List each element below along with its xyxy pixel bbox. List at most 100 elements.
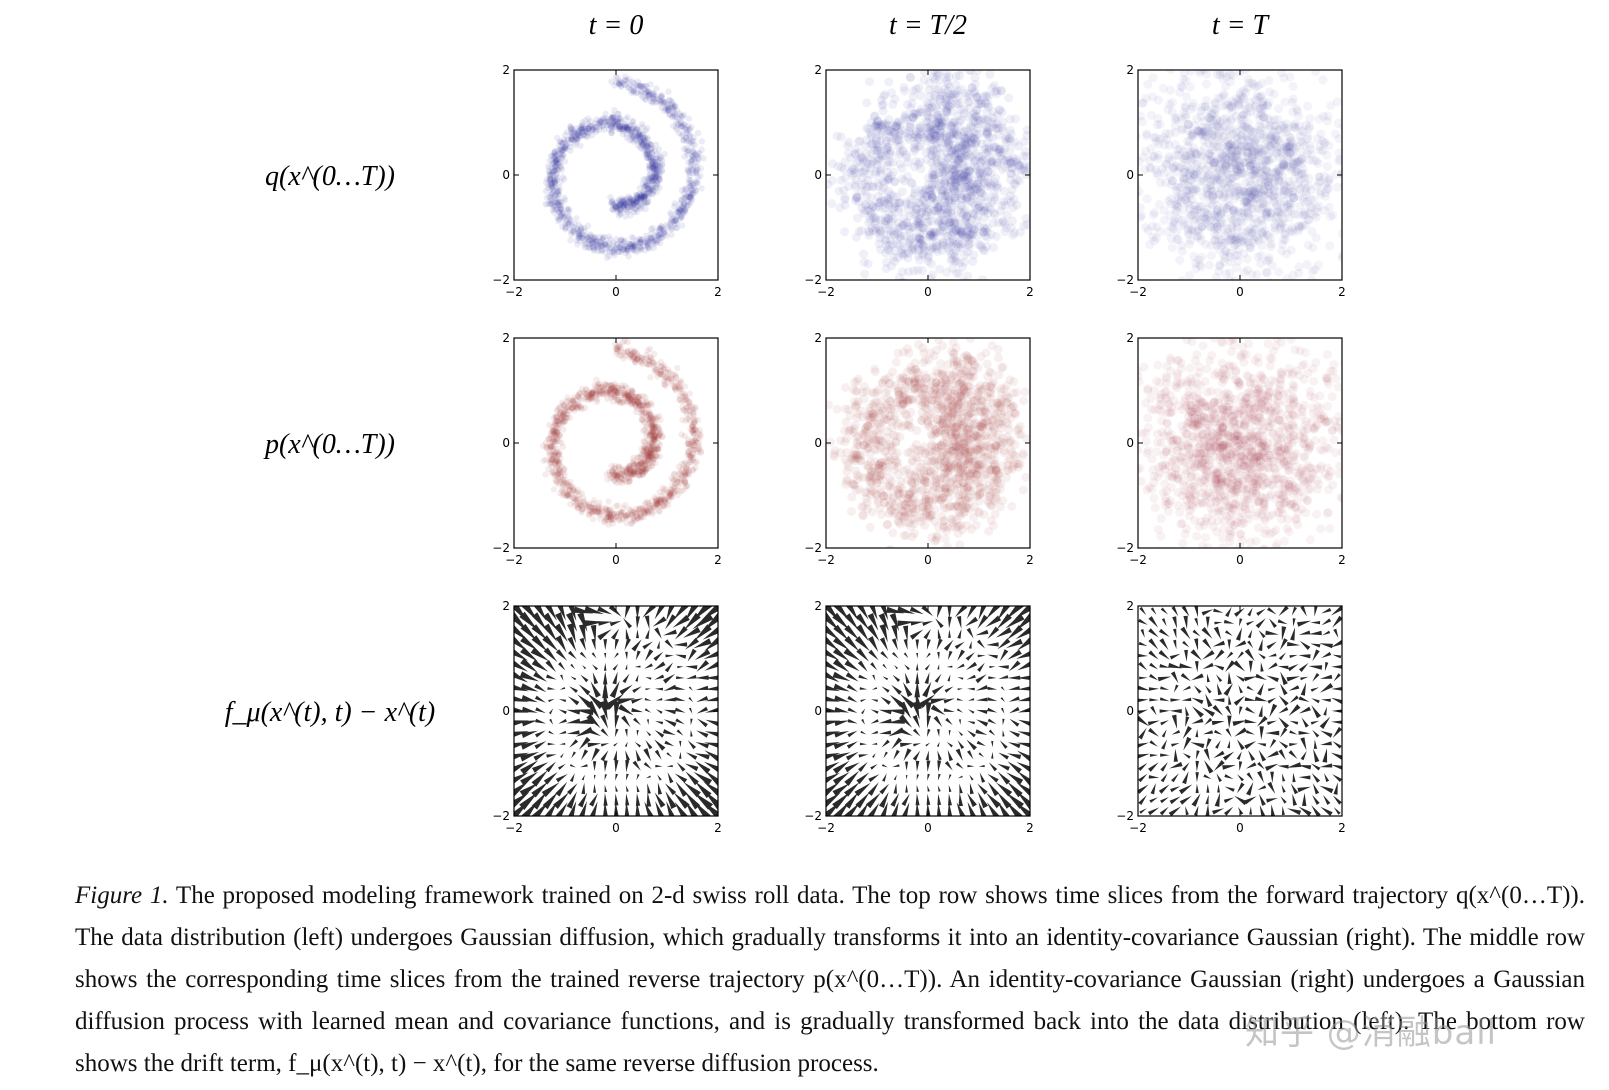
- scatter-point: [839, 164, 849, 174]
- scatter-point: [926, 273, 936, 280]
- scatter-point: [1211, 173, 1221, 183]
- scatter-point: [682, 134, 690, 142]
- scatter-point: [866, 140, 876, 150]
- scatter-point: [1197, 160, 1207, 170]
- scatter-point: [1253, 233, 1263, 243]
- scatter-point: [1201, 184, 1211, 194]
- scatter-point: [603, 254, 611, 262]
- scatter-point: [1205, 198, 1215, 208]
- scatter-point: [1247, 154, 1257, 164]
- scatter-point: [1299, 207, 1309, 217]
- scatter-point: [636, 133, 643, 140]
- scatter-point: [927, 192, 937, 202]
- scatter-point: [610, 200, 617, 207]
- scatter-point: [573, 237, 580, 244]
- scatter-point: [1323, 178, 1333, 188]
- scatter-point: [647, 154, 654, 162]
- scatter-point: [892, 228, 902, 238]
- scatter-point: [1078, 232, 1087, 241]
- scatter-point: [950, 185, 960, 195]
- scatter-point: [1300, 210, 1310, 220]
- scatter-point: [1205, 148, 1215, 158]
- scatter-point: [1180, 101, 1190, 111]
- scatter-point: [574, 226, 581, 233]
- scatter-point: [577, 123, 584, 131]
- scatter-point: [976, 171, 986, 181]
- scatter-point: [695, 445, 703, 452]
- scatter-point: [643, 398, 651, 405]
- scatter-point: [666, 97, 674, 104]
- scatter-point: [637, 238, 645, 246]
- scatter-point: [882, 175, 892, 185]
- scatter-point: [1290, 166, 1300, 176]
- scatter-point: [1209, 236, 1219, 246]
- scatter-point: [1138, 111, 1146, 121]
- row-label: p(x^(0…T)): [263, 429, 395, 460]
- scatter-point: [953, 242, 963, 252]
- scatter-point: [1319, 171, 1329, 181]
- scatter-point: [858, 154, 868, 164]
- scatter-point: [1172, 234, 1182, 244]
- scatter-point: [623, 247, 631, 254]
- scatter-point: [882, 240, 892, 250]
- scatter-point: [653, 166, 660, 173]
- scatter-point: [1288, 142, 1298, 152]
- scatter-point: [898, 220, 908, 230]
- scatter-point: [549, 175, 556, 183]
- scatter-point: [934, 76, 944, 86]
- scatter-point: [575, 235, 583, 242]
- scatter-point: [1228, 152, 1238, 162]
- scatter-point: [1263, 177, 1273, 187]
- scatter-point: [643, 182, 651, 189]
- scatter-point: [639, 354, 646, 361]
- scatter-point: [1305, 155, 1315, 165]
- scatter-point: [1306, 194, 1316, 204]
- scatter-point: [1277, 246, 1287, 256]
- scatter-point: [649, 436, 656, 443]
- scatter-point: [675, 209, 683, 216]
- scatter-point: [632, 205, 639, 213]
- scatter-point: [642, 89, 649, 96]
- scatter-point: [654, 158, 662, 165]
- scatter-point: [943, 231, 953, 241]
- scatter-point: [963, 247, 973, 257]
- scatter-point: [693, 167, 701, 174]
- scatter-point: [625, 193, 632, 200]
- scatter-point: [919, 223, 929, 233]
- scatter-point: [556, 205, 564, 212]
- scatter-point: [1236, 145, 1246, 155]
- scatter-point: [622, 73, 629, 80]
- scatter-point: [1168, 98, 1178, 108]
- scatter-point: [880, 120, 890, 130]
- scatter-point: [618, 241, 625, 248]
- scatter-point: [1214, 142, 1224, 152]
- scatter-point: [1015, 161, 1025, 171]
- scatter-point: [1218, 206, 1228, 216]
- scatter-point: [949, 160, 959, 170]
- scatter-point: [1008, 153, 1018, 163]
- scatter-point: [1022, 125, 1030, 135]
- scatter-point: [907, 222, 917, 232]
- scatter-point: [1242, 123, 1252, 133]
- scatter-point: [964, 166, 974, 176]
- scatter-point: [585, 244, 593, 252]
- scatter-point: [883, 172, 893, 182]
- scatter-point: [1299, 169, 1309, 179]
- scatter-point: [978, 114, 988, 124]
- scatter-point: [643, 82, 650, 90]
- scatter-point: [610, 239, 617, 246]
- scatter-point: [1022, 131, 1030, 141]
- scatter-point: [643, 182, 650, 189]
- scatter-point: [607, 117, 615, 124]
- scatter-point: [988, 107, 998, 117]
- scatter-point: [672, 217, 679, 224]
- scatter-point: [916, 123, 926, 133]
- scatter-point: [951, 153, 961, 163]
- scatter-point: [676, 215, 684, 222]
- scatter-point: [1258, 228, 1268, 238]
- scatter-point: [1203, 210, 1213, 220]
- scatter-point: [961, 138, 971, 148]
- scatter-point: [910, 129, 920, 139]
- scatter-point: [623, 247, 631, 254]
- scatter-point: [827, 199, 837, 209]
